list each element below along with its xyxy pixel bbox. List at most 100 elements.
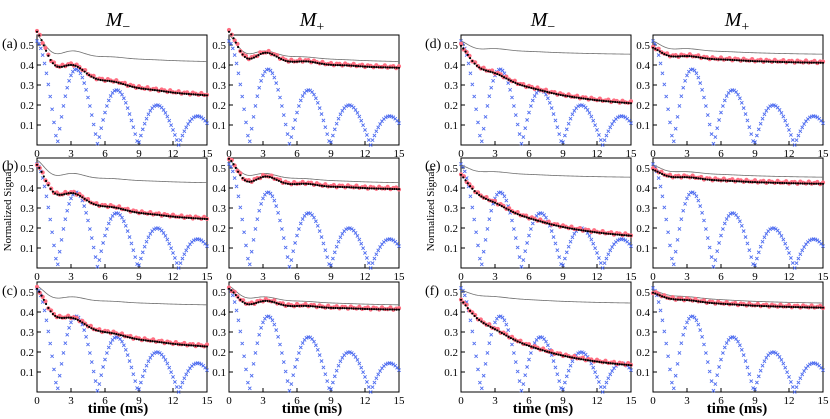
reference-line: [460, 40, 632, 55]
blue-cross-point: [741, 106, 746, 111]
black-fit-point: [466, 307, 469, 310]
blue-cross-point: [600, 143, 605, 147]
red-data-point: [730, 177, 735, 182]
black-fit-point: [309, 60, 312, 63]
black-fit-point: [670, 55, 673, 58]
blue-cross-point: [525, 118, 530, 122]
blue-cross-point: [61, 351, 66, 355]
black-fit-point: [158, 213, 161, 217]
blue-cross-point: [555, 372, 560, 377]
black-fit-point: [372, 187, 376, 190]
blue-cross-point: [279, 351, 284, 355]
black-fit-point: [543, 349, 546, 353]
blue-cross-point: [135, 262, 140, 266]
y-tick-label: 0.5: [20, 163, 34, 175]
black-fit-point: [257, 301, 260, 304]
blue-cross-point: [138, 380, 143, 385]
black-fit-point: [180, 92, 184, 95]
black-fit-point: [307, 304, 310, 308]
red-data-point: [80, 318, 85, 323]
black-fit-point: [799, 61, 802, 64]
black-fit-point: [627, 363, 630, 367]
black-fit-point: [688, 176, 691, 179]
black-fit-point: [304, 60, 308, 63]
black-fit-point: [753, 60, 757, 63]
black-fit-point: [464, 50, 467, 53]
blue-cross-point: [762, 112, 767, 117]
blue-cross-point: [55, 262, 60, 267]
blue-cross-point: [363, 375, 367, 379]
black-fit-point: [512, 80, 515, 83]
black-fit-point: [543, 221, 546, 224]
blue-cross-point: [95, 264, 100, 269]
blue-cross-point: [57, 126, 62, 131]
black-fit-point: [679, 176, 682, 179]
blue-cross-point: [794, 385, 799, 390]
black-fit-point: [325, 306, 328, 309]
black-fit-point: [561, 225, 565, 229]
black-fit-point: [293, 182, 296, 186]
black-fit-point: [674, 176, 677, 179]
black-fit-point: [812, 61, 816, 64]
black-fit-point: [459, 173, 463, 176]
black-fit-point: [60, 65, 64, 68]
black-fit-point: [99, 78, 102, 82]
blue-cross-point: [298, 98, 303, 103]
blue-cross-point: [813, 361, 818, 366]
blue-cross-point: [278, 95, 282, 100]
black-fit-point: [314, 305, 317, 308]
blue-cross-point: [658, 61, 663, 66]
black-fit-point: [694, 176, 698, 180]
black-fit-point: [386, 66, 389, 69]
black-fit-point: [550, 91, 553, 95]
blue-cross-point: [171, 128, 175, 132]
black-fit-point: [815, 182, 818, 185]
black-fit-point: [366, 307, 369, 311]
blue-cross-point: [87, 351, 92, 355]
black-fit-point: [744, 180, 748, 183]
black-fit-point: [382, 66, 385, 69]
blue-cross-point: [709, 379, 714, 384]
blue-cross-point: [502, 194, 507, 199]
black-fit-point: [162, 90, 166, 93]
blue-cross-point: [165, 361, 170, 366]
black-fit-point: [153, 213, 156, 216]
black-fit-point: [149, 212, 152, 216]
black-fit-point: [760, 304, 763, 308]
black-fit-point: [363, 187, 367, 190]
reference-line: [228, 159, 400, 184]
blue-cross-point: [131, 372, 136, 377]
blue-cross-point: [513, 360, 518, 364]
blue-cross-point: [270, 71, 275, 76]
black-fit-point: [54, 192, 57, 195]
blue-cross-point: [754, 380, 759, 385]
blue-cross-point: [312, 215, 316, 220]
black-fit-point: [708, 57, 711, 60]
blue-cross-point: [656, 176, 661, 180]
black-fit-point: [509, 336, 512, 340]
black-fit-point: [47, 54, 50, 57]
black-fit-point: [185, 343, 188, 347]
blue-cross-point: [568, 239, 573, 244]
black-fit-point: [625, 363, 628, 366]
black-fit-point: [81, 321, 84, 324]
blue-cross-point: [800, 372, 805, 377]
black-fit-point: [56, 316, 59, 319]
blue-cross-point: [283, 369, 288, 374]
blue-cross-point: [127, 359, 132, 363]
black-fit-point: [484, 197, 488, 200]
black-fit-point: [753, 304, 757, 307]
blue-cross-point: [165, 237, 170, 242]
black-fit-point: [171, 91, 175, 94]
black-fit-point: [49, 310, 52, 313]
blue-cross-point: [133, 132, 138, 137]
black-fit-point: [651, 168, 655, 171]
blue-cross-point: [120, 339, 124, 344]
red-data-point: [238, 171, 243, 176]
black-fit-point: [185, 92, 188, 95]
black-fit-point: [758, 60, 761, 63]
black-fit-point: [110, 80, 113, 83]
y-tick-label: 0.4: [212, 183, 226, 195]
blue-cross-point: [604, 133, 609, 138]
black-fit-point: [384, 66, 387, 69]
